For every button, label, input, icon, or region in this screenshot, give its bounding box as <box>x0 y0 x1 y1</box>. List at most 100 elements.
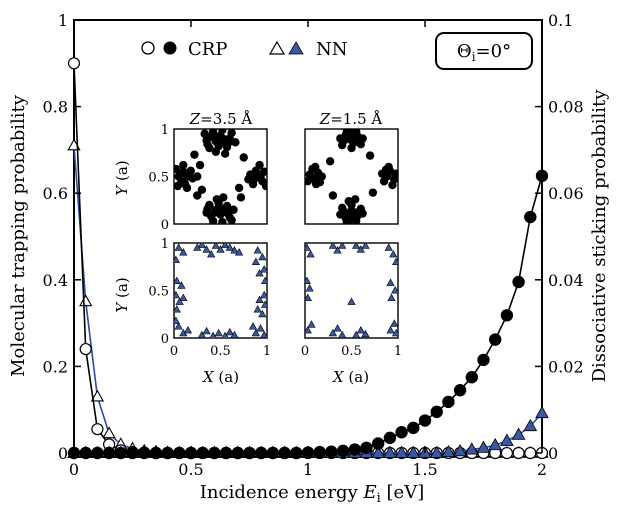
inset-point <box>307 320 316 328</box>
inset-point <box>221 243 230 248</box>
inset-point <box>354 207 364 216</box>
inset-point <box>202 245 211 253</box>
inset-point <box>352 330 361 338</box>
data-point-crp-filled-circle <box>91 446 104 460</box>
data-point-nn-filled-triangle <box>429 445 444 458</box>
inset-point <box>197 330 206 338</box>
inset-point <box>333 324 342 332</box>
inset-frame <box>173 242 268 339</box>
inset-point <box>315 178 325 187</box>
x-tick-label: 0.5 <box>178 460 203 479</box>
inset-point <box>333 246 342 254</box>
inset-point <box>328 328 338 337</box>
inset-point <box>225 243 234 251</box>
inset-point <box>216 245 225 253</box>
inset-point <box>193 172 202 181</box>
inset-point <box>338 243 347 249</box>
inset-point <box>174 243 183 251</box>
angle-text: Θi=0° <box>457 41 511 64</box>
inset-panel <box>173 128 268 225</box>
inset-point <box>197 243 207 248</box>
inset-point <box>305 325 312 334</box>
legend: CRP NN <box>141 39 348 60</box>
data-point-crp-filled-circle <box>173 446 186 460</box>
inset-point <box>390 319 398 327</box>
angle-annotation: Θi=0° <box>435 32 533 70</box>
data-point-nn-open-triangle <box>102 426 116 439</box>
y-right-tick-label: 0.08 <box>548 98 584 117</box>
inset-point <box>223 139 233 148</box>
inset-point <box>182 183 192 193</box>
inset-point <box>386 325 395 334</box>
legend-nn-open-marker <box>268 40 286 55</box>
inset-point <box>261 300 267 308</box>
inset-point <box>218 217 227 224</box>
inset-point <box>352 243 361 249</box>
y-axis-label-right: Dissociative sticking probability <box>589 89 610 383</box>
data-point-crp-open-circle <box>91 423 104 436</box>
data-point-nn-filled-triangle <box>371 445 386 458</box>
inset-point <box>177 281 186 289</box>
inset-title-right: Z=1.5 Å <box>319 110 383 128</box>
data-point-crp-filled-circle <box>442 395 455 409</box>
inset-point <box>174 290 180 299</box>
inset-point <box>387 293 396 302</box>
inset-point <box>306 172 315 181</box>
inset-panel <box>304 128 399 225</box>
inset-point <box>386 278 395 286</box>
data-point-crp-filled-circle <box>255 446 268 460</box>
inset-point <box>210 208 220 217</box>
inset-point <box>344 197 353 206</box>
inset-point <box>174 305 181 313</box>
inset-xlabel-right: X (a) <box>332 368 369 386</box>
data-point-crp-filled-circle <box>383 431 397 445</box>
y-left-tick-label: 0.2 <box>43 357 68 376</box>
inset-points <box>305 129 398 224</box>
data-point-crp-filled-circle <box>219 446 233 460</box>
inset-y-tick-label: 0.5 <box>148 285 169 300</box>
data-point-crp-filled-circle <box>138 446 151 460</box>
data-point-crp-filled-circle <box>535 169 549 183</box>
data-point-nn-filled-triangle <box>511 427 526 440</box>
inset-points <box>305 243 398 338</box>
y-right-tick-label: 0 <box>548 444 558 463</box>
data-point-nn-filled-triangle <box>453 443 467 457</box>
inset-point <box>306 249 315 258</box>
inset-points <box>174 129 267 224</box>
legend-nn-filled-marker <box>288 41 304 55</box>
inset-point <box>244 175 253 184</box>
inset-point <box>208 216 218 224</box>
legend-nn-label: NN <box>316 39 348 60</box>
inset-point <box>248 322 258 330</box>
data-point-crp-filled-circle <box>465 371 478 384</box>
y-right-tick-label: 0.02 <box>548 357 584 376</box>
inset-ylabel-bottom: Y (a) <box>113 277 131 312</box>
inset-point <box>193 191 202 200</box>
inset-point <box>230 330 239 338</box>
inset-point <box>305 276 311 284</box>
inset-point <box>392 328 398 337</box>
inset-point <box>328 191 338 200</box>
inset-point <box>222 201 232 211</box>
y-left-tick-label: 0.8 <box>43 98 68 117</box>
inset-point <box>339 136 349 145</box>
inset-points <box>174 243 267 338</box>
inset-point <box>361 243 370 249</box>
y-right-tick-label: 0.04 <box>548 271 584 290</box>
data-point-nn-filled-triangle <box>500 433 514 446</box>
inset-point <box>207 249 216 258</box>
inset-x-tick-label: 1 <box>394 344 402 359</box>
inset-point <box>347 297 356 305</box>
inset-point <box>229 205 238 214</box>
inset-point <box>234 248 244 256</box>
inset-point <box>368 188 378 197</box>
inset-point <box>356 245 365 253</box>
inset-point <box>384 243 393 251</box>
inset-x-tick-label: 0 <box>170 344 178 359</box>
inset-panel <box>304 242 399 339</box>
inset-point <box>347 129 356 138</box>
inset-point <box>260 265 267 273</box>
inset-y-tick-label: 0.5 <box>148 171 169 186</box>
data-point-crp-filled-circle <box>208 446 221 460</box>
x-tick-label: 2 <box>537 460 547 479</box>
